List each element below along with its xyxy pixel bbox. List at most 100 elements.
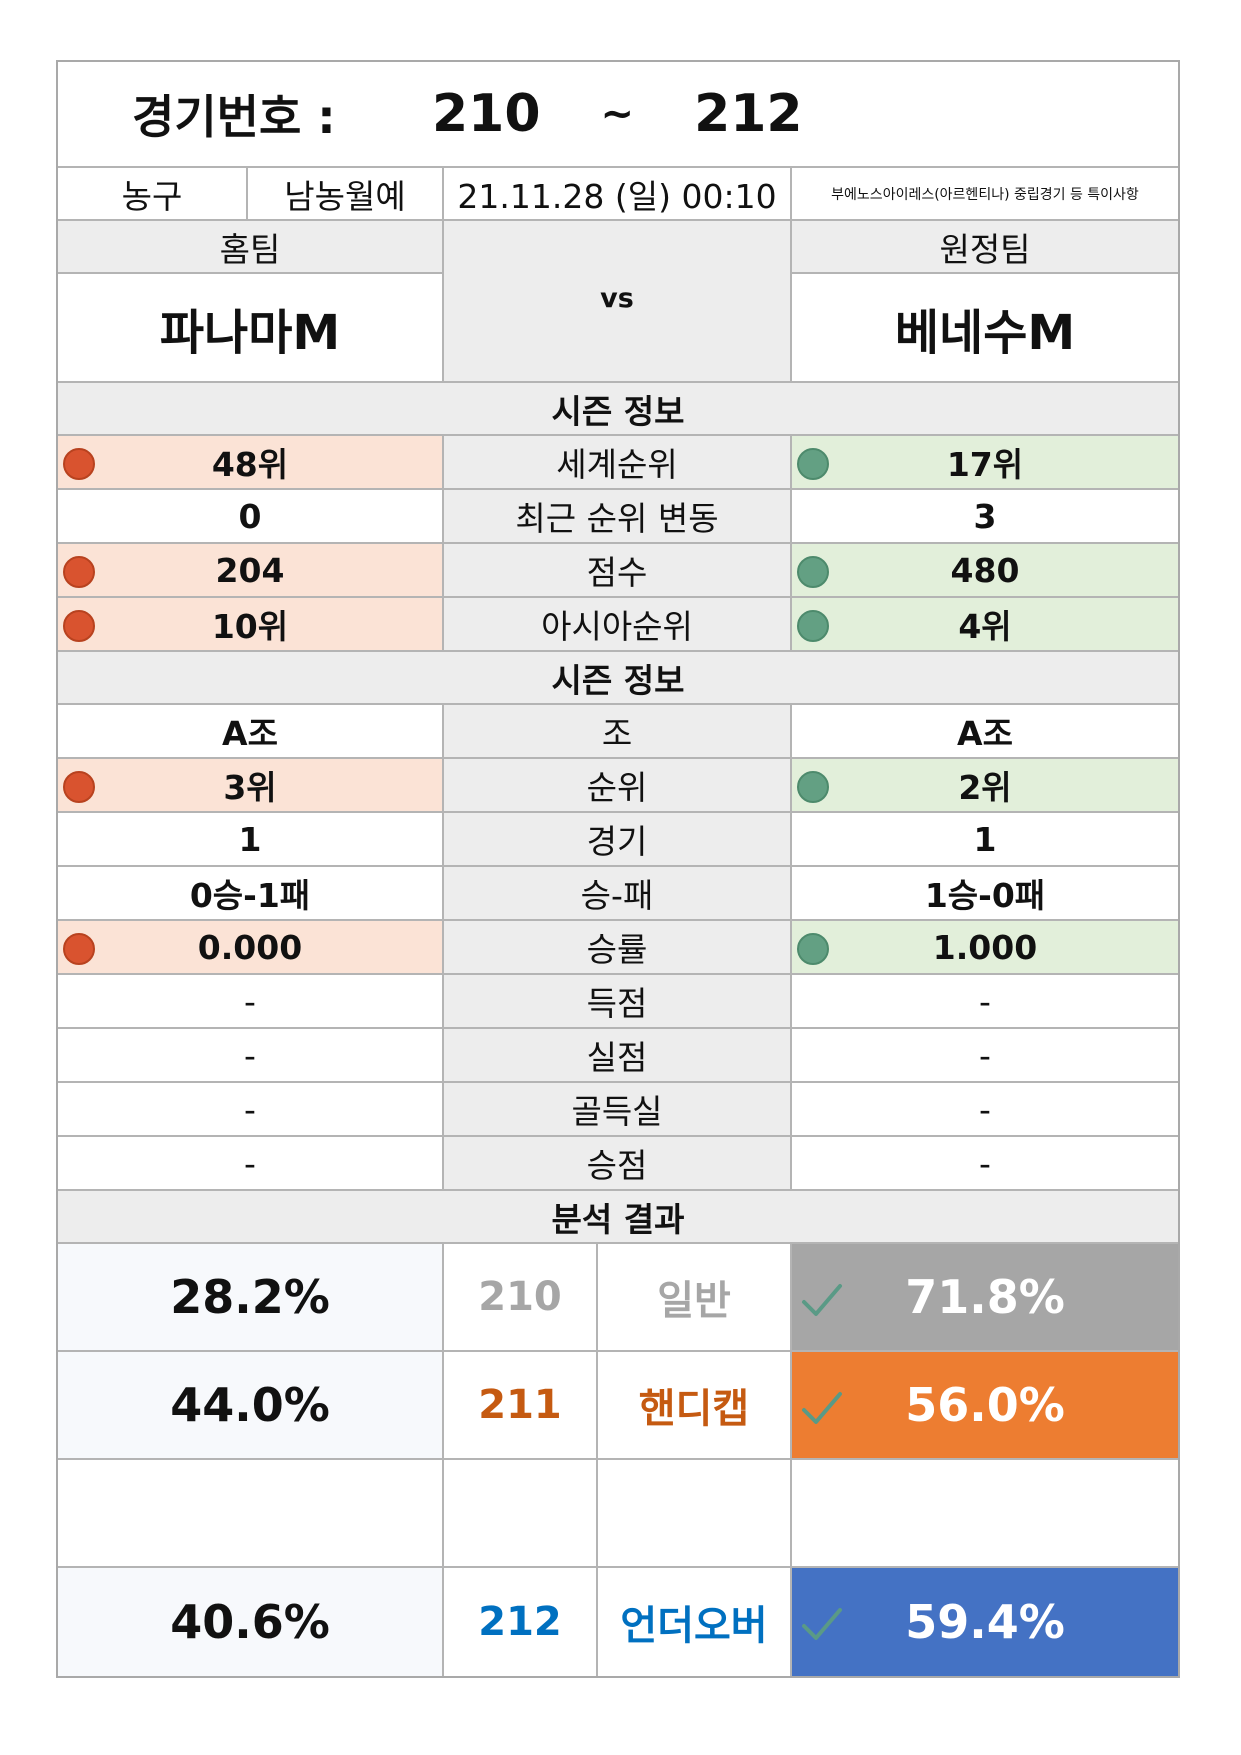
home-value: 48위 bbox=[58, 436, 444, 488]
red-dot-icon bbox=[63, 556, 95, 588]
right-percent: 71.8% bbox=[905, 1270, 1065, 1324]
analysis-header: 분석 결과 bbox=[58, 1191, 1178, 1244]
datetime-cell: 21.11.28 (일) 00:10 bbox=[444, 168, 792, 219]
away-value: 2위 bbox=[792, 759, 1178, 811]
season2-row-scored: - 득점 - bbox=[58, 975, 1178, 1029]
away-value: 1 bbox=[973, 819, 997, 859]
row-label: 순위 bbox=[444, 759, 792, 811]
bet-type: 언더오버 bbox=[598, 1568, 792, 1676]
left-percent: 44.0% bbox=[58, 1352, 444, 1458]
analysis-row-normal: 28.2% 210 일반 71.8% bbox=[58, 1244, 1178, 1352]
match-code: 210 bbox=[444, 1244, 598, 1350]
away-value: - bbox=[979, 1143, 991, 1183]
left-percent: 28.2% bbox=[58, 1244, 444, 1350]
row-label: 점수 bbox=[444, 544, 792, 596]
away-value-text: 480 bbox=[950, 550, 1020, 590]
season2-row-goal-diff: - 골득실 - bbox=[58, 1083, 1178, 1137]
match-number-to: 212 bbox=[694, 84, 803, 144]
season2-row-conceded: - 실점 - bbox=[58, 1029, 1178, 1083]
left-percent: 40.6% bbox=[58, 1568, 444, 1676]
match-sheet: 경기번호 : 210 ~ 212 농구 남농월예 21.11.28 (일) 00… bbox=[56, 60, 1180, 1678]
away-value: 1.000 bbox=[792, 921, 1178, 973]
away-value: 1승-0패 bbox=[924, 876, 1046, 915]
match-code bbox=[444, 1460, 598, 1566]
away-team-label: 원정팀 bbox=[792, 221, 1178, 274]
match-number-tilde: ~ bbox=[600, 91, 635, 137]
match-number-label: 경기번호 : bbox=[132, 90, 336, 144]
row-label: 아시아순위 bbox=[444, 598, 792, 650]
right-percent-cell: 56.0% bbox=[792, 1352, 1178, 1458]
season2-row-win-loss: 0승-1패 승-패 1승-0패 bbox=[58, 867, 1178, 921]
away-value: - bbox=[979, 1035, 991, 1075]
away-team-name: 베네수M bbox=[894, 304, 1076, 361]
season1-row-points: 204 점수 480 bbox=[58, 544, 1178, 598]
row-label: 승점 bbox=[444, 1137, 792, 1189]
bet-type: 일반 bbox=[598, 1244, 792, 1350]
season2-row-games: 1 경기 1 bbox=[58, 813, 1178, 867]
row-label: 득점 bbox=[444, 975, 792, 1027]
check-icon bbox=[802, 1608, 842, 1640]
right-percent-cell: 71.8% bbox=[792, 1244, 1178, 1350]
note-cell: 부에노스아이레스(아르헨티나) 중립경기 등 특이사항 bbox=[831, 186, 1139, 203]
match-code: 212 bbox=[444, 1568, 598, 1676]
home-value: 0.000 bbox=[58, 921, 444, 973]
check-icon bbox=[802, 1284, 842, 1316]
row-label: 경기 bbox=[444, 813, 792, 865]
row-label: 세계순위 bbox=[444, 436, 792, 488]
away-value: 480 bbox=[792, 544, 1178, 596]
home-value: 0승-1패 bbox=[58, 867, 444, 919]
home-value: - bbox=[58, 1029, 444, 1081]
row-label: 실점 bbox=[444, 1029, 792, 1081]
analysis-row-handicap: 44.0% 211 핸디캡 56.0% bbox=[58, 1352, 1178, 1460]
title-row: 경기번호 : 210 ~ 212 bbox=[58, 62, 1178, 168]
green-dot-icon bbox=[797, 933, 829, 965]
green-dot-icon bbox=[797, 448, 829, 480]
season2-row-rank: 3위 순위 2위 bbox=[58, 759, 1178, 813]
season1-row-world-rank: 48위 세계순위 17위 bbox=[58, 436, 1178, 490]
row-label: 골득실 bbox=[444, 1083, 792, 1135]
green-dot-icon bbox=[797, 771, 829, 803]
info-row: 농구 남농월예 21.11.28 (일) 00:10 부에노스아이레스(아르헨티… bbox=[58, 168, 1178, 221]
match-code: 211 bbox=[444, 1352, 598, 1458]
row-label: 조 bbox=[444, 705, 792, 757]
left-percent bbox=[58, 1460, 444, 1566]
league-cell: 남농월예 bbox=[248, 168, 444, 219]
home-value: 0 bbox=[58, 490, 444, 542]
row-label: 최근 순위 변동 bbox=[444, 490, 792, 542]
home-value: 204 bbox=[58, 544, 444, 596]
check-icon bbox=[802, 1392, 842, 1424]
right-percent-cell bbox=[792, 1460, 1178, 1566]
row-label: 승률 bbox=[444, 921, 792, 973]
green-dot-icon bbox=[797, 610, 829, 642]
home-value: 3위 bbox=[58, 759, 444, 811]
red-dot-icon bbox=[63, 610, 95, 642]
away-value: - bbox=[979, 981, 991, 1021]
red-dot-icon bbox=[63, 448, 95, 480]
home-value-text: 3위 bbox=[223, 768, 277, 807]
season2-row-win-rate: 0.000 승률 1.000 bbox=[58, 921, 1178, 975]
away-value-text: 2위 bbox=[958, 768, 1012, 807]
away-team-column: 원정팀 베네수M bbox=[792, 221, 1178, 381]
away-value-text: 1.000 bbox=[932, 927, 1038, 967]
home-value: 10위 bbox=[58, 598, 444, 650]
away-value: 17위 bbox=[792, 436, 1178, 488]
away-value: 4위 bbox=[792, 598, 1178, 650]
home-value-text: 10위 bbox=[211, 607, 289, 646]
season1-row-rank-change: 0 최근 순위 변동 3 bbox=[58, 490, 1178, 544]
home-value: - bbox=[58, 1137, 444, 1189]
home-value-text: 204 bbox=[215, 550, 285, 590]
home-team-column: 홈팀 파나마M bbox=[58, 221, 444, 381]
right-percent-cell: 59.4% bbox=[792, 1568, 1178, 1676]
sport-cell: 농구 bbox=[58, 168, 248, 219]
home-value: A조 bbox=[58, 705, 444, 757]
home-value-text: 0.000 bbox=[197, 927, 303, 967]
row-label: 승-패 bbox=[444, 867, 792, 919]
season1-row-asia-rank: 10위 아시아순위 4위 bbox=[58, 598, 1178, 652]
right-percent: 56.0% bbox=[905, 1378, 1065, 1432]
green-dot-icon bbox=[797, 556, 829, 588]
home-value-text: 48위 bbox=[211, 445, 289, 484]
bet-type: 핸디캡 bbox=[598, 1352, 792, 1458]
away-value-text: 4위 bbox=[958, 607, 1012, 646]
away-value: A조 bbox=[957, 714, 1013, 753]
away-value-text: 17위 bbox=[946, 445, 1024, 484]
